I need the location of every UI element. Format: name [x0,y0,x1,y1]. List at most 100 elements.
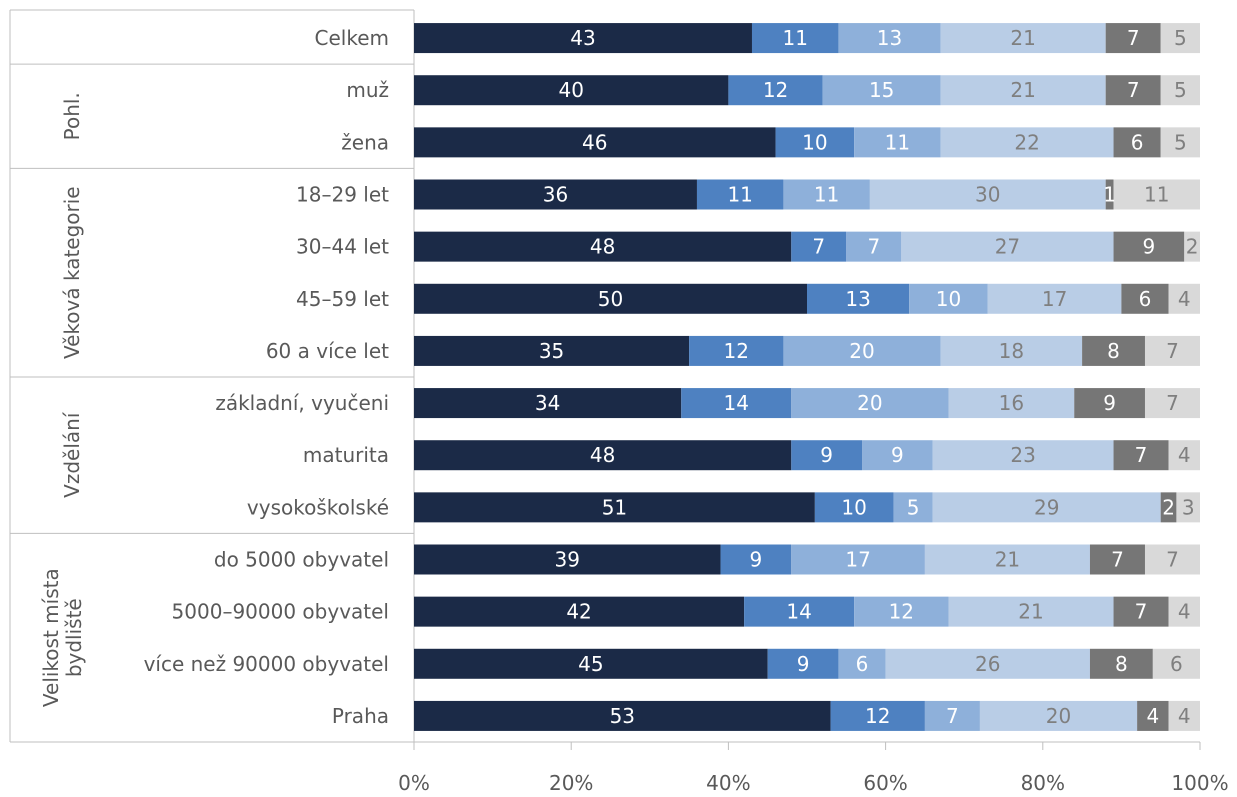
bar-segment [940,127,1114,158]
chart-axes [9,9,1201,750]
bar-segment [1176,492,1200,523]
bar-segment [414,23,752,54]
data-label: 20 [1046,704,1071,728]
bar-segment [414,596,745,627]
bar-segment [696,179,784,210]
bar-segment [414,700,831,731]
data-label: 9 [820,443,833,467]
data-label: 5 [1174,78,1187,102]
data-label: 48 [590,443,615,467]
bar-segment [1113,127,1161,158]
data-label: 2 [1186,235,1199,259]
bar-segment [846,231,902,262]
bar-segment [744,596,855,627]
bar-segment [1160,23,1200,54]
data-label: 11 [1144,183,1169,207]
data-label: 35 [539,339,564,363]
data-label: 8 [1107,339,1120,363]
category-label: 30–44 let [296,235,389,259]
bar-segment [791,440,863,471]
bar-segment [830,700,925,731]
data-label: 40 [558,78,583,102]
data-label: 27 [995,235,1020,259]
data-label: 7 [1166,548,1179,572]
bar-segment [940,23,1106,54]
data-label: 17 [845,548,870,572]
bar-segment [893,492,933,523]
data-label: 11 [727,183,752,207]
data-label: 3 [1182,495,1195,519]
bar-segment [979,700,1138,731]
data-label: 7 [1127,78,1140,102]
bar-segment [791,544,925,575]
category-label: 18–29 let [296,183,389,207]
bar-segment [869,179,1106,210]
bar-segment [414,283,807,314]
data-label: 26 [975,652,1000,676]
data-label: 12 [763,78,788,102]
bar-segment [791,388,949,419]
data-label: 43 [570,26,595,50]
group-label: Pohl. [60,92,84,140]
bar-segment [728,75,823,106]
data-label: 6 [856,652,869,676]
bar-segment [414,440,792,471]
data-label: 12 [889,600,914,624]
bar-segment [720,544,792,575]
category-label: muž [346,78,389,102]
x-tick-label: 20% [549,771,593,795]
data-label: 10 [802,130,827,154]
group-label: Věková kategorie [60,186,84,359]
bar-segment [1089,544,1145,575]
bar-segment [1144,544,1200,575]
data-label: 13 [845,287,870,311]
data-label: 10 [936,287,961,311]
bar-segment [987,283,1122,314]
bar-segment [854,127,941,158]
data-label: 48 [590,235,615,259]
data-label: 9 [1103,391,1116,415]
bar-segment [1160,75,1200,106]
data-label: 45 [578,652,603,676]
data-label: 7 [812,235,825,259]
bar-segment [1160,127,1200,158]
category-label: 5000–90000 obyvatel [172,600,389,624]
x-tick-label: 0% [398,771,430,795]
group-label: Vzdělání [60,411,84,498]
data-label: 51 [602,495,627,519]
bar-segment [885,648,1090,679]
bar-segment [1144,388,1200,419]
bar-segment [838,23,941,54]
bar-segment [948,596,1114,627]
chart-bars [414,23,1200,731]
bar-segment [1160,492,1177,523]
bar-segment [414,335,690,366]
bar-segment [681,388,792,419]
bar-segment [932,492,1161,523]
data-label: 7 [1166,339,1179,363]
bar-segment [932,440,1114,471]
bar-segment [1121,283,1169,314]
bar-segment [414,231,792,262]
bar-segment [783,179,870,210]
bar-segment [1168,700,1200,731]
category-label: základní, vyučeni [215,391,389,415]
data-label: 9 [891,443,904,467]
data-label: 7 [1127,26,1140,50]
data-label: 18 [999,339,1024,363]
bar-segment [1144,335,1200,366]
x-tick-label: 40% [706,771,750,795]
data-label: 30 [975,183,1000,207]
data-label: 17 [1042,287,1067,311]
bar-segment [822,75,941,106]
data-label: 34 [535,391,560,415]
bar-segment [807,283,910,314]
bar-segment [1184,231,1200,262]
bar-segment [1168,440,1200,471]
x-tick-label: 100% [1171,771,1228,795]
bar-segment [924,544,1090,575]
bar-segment [1113,231,1185,262]
data-label: 11 [782,26,807,50]
